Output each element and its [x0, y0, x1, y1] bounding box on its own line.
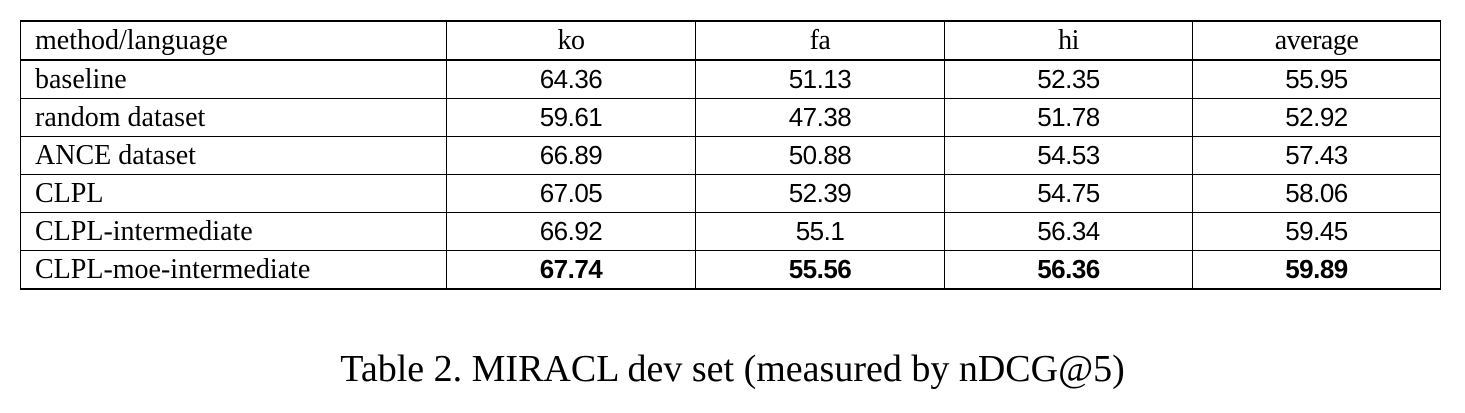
hi-cell: 51.78	[944, 98, 1193, 137]
fa-cell: 52.39	[695, 174, 945, 213]
fa-cell: 55.56	[695, 250, 945, 290]
table-row-random-dataset: random dataset 59.61 47.38 51.78 52.92	[20, 98, 1441, 137]
method-cell: baseline	[20, 59, 447, 99]
hi-cell: 54.53	[944, 136, 1193, 175]
header-ko: ko	[446, 20, 696, 61]
fa-cell: 47.38	[695, 98, 945, 137]
hi-cell: 56.36	[944, 250, 1193, 290]
fa-cell: 51.13	[695, 59, 945, 99]
method-cell: CLPL-moe-intermediate	[20, 250, 447, 290]
average-cell: 59.89	[1192, 250, 1441, 290]
average-cell: 57.43	[1192, 136, 1441, 175]
hi-cell: 52.35	[944, 59, 1193, 99]
header-hi: hi	[944, 20, 1193, 61]
method-cell: CLPL-intermediate	[20, 212, 447, 251]
ko-cell: 67.74	[446, 250, 696, 290]
table-caption: Table 2. MIRACL dev set (measured by nDC…	[340, 348, 1125, 390]
results-table: method/language ko fa hi average baselin…	[20, 20, 1441, 290]
hi-cell: 54.75	[944, 174, 1193, 213]
average-cell: 52.92	[1192, 98, 1441, 137]
table-row-clpl: CLPL 67.05 52.39 54.75 58.06	[20, 174, 1441, 213]
method-cell: CLPL	[20, 174, 447, 213]
method-cell: random dataset	[20, 98, 447, 137]
header-fa: fa	[695, 20, 945, 61]
hi-cell: 56.34	[944, 212, 1193, 251]
header-row: method/language ko fa hi average	[20, 20, 1441, 61]
table-row-ance-dataset: ANCE dataset 66.89 50.88 54.53 57.43	[20, 136, 1441, 175]
ko-cell: 66.89	[446, 136, 696, 175]
average-cell: 59.45	[1192, 212, 1441, 251]
ko-cell: 66.92	[446, 212, 696, 251]
average-cell: 55.95	[1192, 59, 1441, 99]
ko-cell: 64.36	[446, 59, 696, 99]
average-cell: 58.06	[1192, 174, 1441, 213]
header-method-language: method/language	[20, 20, 447, 61]
ko-cell: 59.61	[446, 98, 696, 137]
table-row-clpl-moe-intermediate: CLPL-moe-intermediate 67.74 55.56 56.36 …	[20, 250, 1441, 290]
ko-cell: 67.05	[446, 174, 696, 213]
header-average: average	[1192, 20, 1441, 61]
fa-cell: 55.1	[695, 212, 945, 251]
table-row-clpl-intermediate: CLPL-intermediate 66.92 55.1 56.34 59.45	[20, 212, 1441, 251]
table-row-baseline: baseline 64.36 51.13 52.35 55.95	[20, 59, 1441, 99]
method-cell: ANCE dataset	[20, 136, 447, 175]
fa-cell: 50.88	[695, 136, 945, 175]
